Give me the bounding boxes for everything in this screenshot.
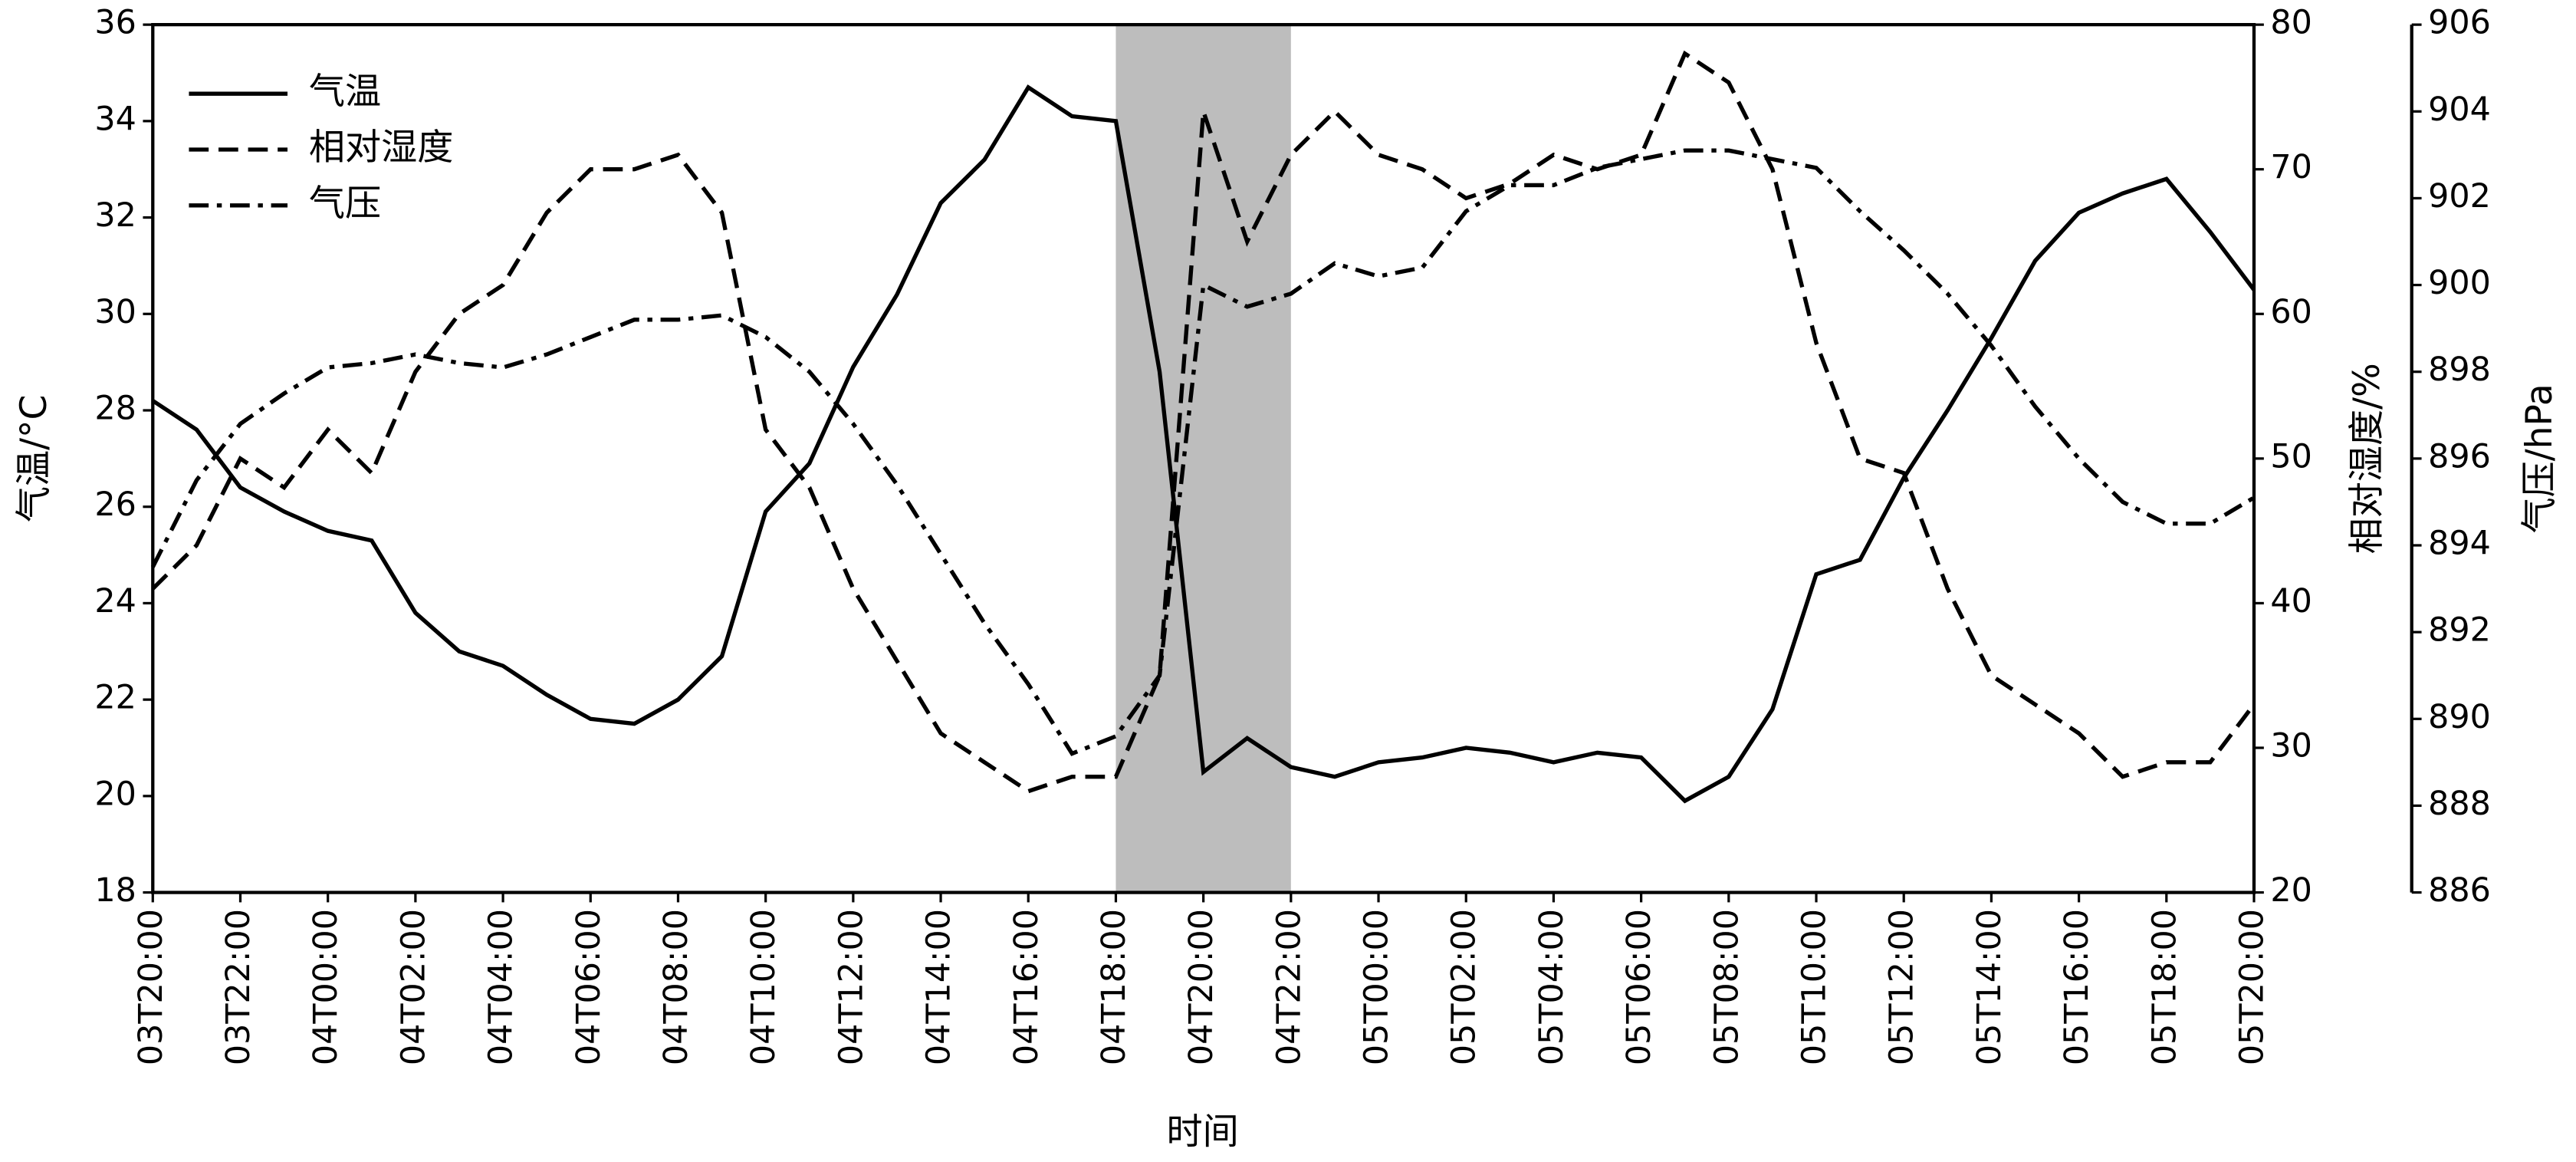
yticks-label: 28: [94, 390, 136, 428]
y3ticks-label: 890: [2428, 698, 2491, 736]
y3ticks-label: 886: [2428, 871, 2491, 910]
yticks-label: 20: [94, 775, 136, 813]
legend-label: 相对湿度: [309, 127, 454, 169]
x-tick-label: 04T04:00: [482, 909, 521, 1065]
x-tick-label: 05T16:00: [2058, 909, 2096, 1065]
y-axis-label: 气温/°C: [13, 395, 55, 523]
y3ticks-label: 900: [2428, 264, 2491, 302]
yticks-label: 34: [94, 100, 136, 138]
y3ticks-label: 906: [2428, 4, 2491, 42]
yticks-label: 26: [94, 486, 136, 524]
y2-axis-label: 相对湿度/%: [2346, 363, 2388, 554]
x-tick-label: 05T12:00: [1883, 909, 1921, 1065]
x-tick-label: 05T20:00: [2233, 909, 2272, 1065]
yticks-label: 22: [94, 679, 136, 717]
y2ticks-label: 20: [2270, 871, 2312, 910]
series-line: [151, 50, 2256, 794]
yticks-label: 36: [94, 4, 136, 42]
x-tick-label: 04T16:00: [1007, 909, 1046, 1065]
yticks-label: 30: [94, 293, 136, 331]
yticks-label: 32: [94, 196, 136, 235]
y2ticks-label: 50: [2270, 437, 2312, 476]
x-tick-label: 05T10:00: [1796, 909, 1834, 1065]
x-tick-label: 04T06:00: [570, 909, 608, 1065]
y3ticks-label: 892: [2428, 611, 2491, 650]
x-tick-label: 04T08:00: [657, 909, 695, 1065]
y3ticks-label: 898: [2428, 351, 2491, 389]
x-tick-label: 04T02:00: [394, 909, 432, 1065]
x-tick-label: 05T18:00: [2145, 909, 2183, 1065]
x-tick-label: 05T02:00: [1445, 909, 1484, 1065]
x-tick-label: 04T22:00: [1270, 909, 1308, 1065]
y2ticks-label: 60: [2270, 293, 2312, 331]
x-tick-label: 05T04:00: [1533, 909, 1571, 1065]
x-tick-label: 05T14:00: [1970, 909, 2009, 1065]
x-tick-label: 05T06:00: [1620, 909, 1658, 1065]
y2ticks-label: 80: [2270, 4, 2312, 42]
y3ticks-label: 902: [2428, 177, 2491, 216]
x-tick-label: 05T08:00: [1707, 909, 1746, 1065]
x-tick-label: 03T20:00: [132, 909, 170, 1065]
yticks-label: 18: [94, 871, 136, 910]
y3-axis-label: 气压/hPa: [2518, 383, 2561, 533]
legend-label: 气温: [309, 71, 381, 113]
yticks-label: 24: [94, 582, 136, 621]
y2ticks-label: 30: [2270, 726, 2312, 765]
x-tick-label: 04T00:00: [307, 909, 345, 1065]
series-line: [150, 148, 2256, 756]
y2ticks-label: 40: [2270, 582, 2312, 621]
x-axis-label: 时间: [1166, 1111, 1238, 1154]
x-tick-label: 05T00:00: [1358, 909, 1396, 1065]
x-tick-label: 03T22:00: [219, 909, 258, 1065]
x-tick-label: 04T10:00: [744, 909, 783, 1065]
x-tick-label: 04T20:00: [1182, 909, 1221, 1065]
x-tick-label: 04T18:00: [1095, 909, 1133, 1065]
y3ticks-label: 904: [2428, 91, 2491, 129]
y2ticks-label: 70: [2270, 148, 2312, 186]
x-tick-label: 04T14:00: [920, 909, 958, 1065]
y3ticks-label: 896: [2428, 437, 2491, 476]
legend-label: 气压: [309, 183, 381, 225]
x-tick-label: 04T12:00: [832, 909, 870, 1065]
y3ticks-label: 888: [2428, 785, 2491, 823]
y3ticks-label: 894: [2428, 524, 2491, 562]
